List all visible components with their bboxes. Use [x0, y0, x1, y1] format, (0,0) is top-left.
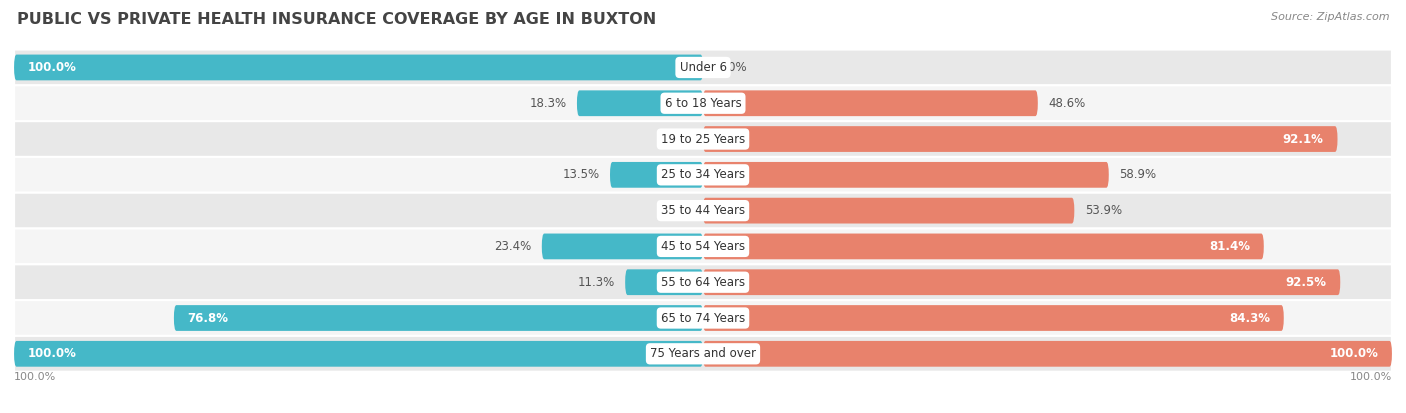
- Text: Source: ZipAtlas.com: Source: ZipAtlas.com: [1271, 12, 1389, 22]
- FancyBboxPatch shape: [14, 85, 1392, 121]
- Text: 100.0%: 100.0%: [1329, 347, 1378, 360]
- FancyBboxPatch shape: [14, 341, 703, 367]
- Text: 53.9%: 53.9%: [1084, 204, 1122, 217]
- FancyBboxPatch shape: [703, 126, 1337, 152]
- Text: 19 to 25 Years: 19 to 25 Years: [661, 133, 745, 145]
- Text: 13.5%: 13.5%: [562, 169, 599, 181]
- Text: 45 to 54 Years: 45 to 54 Years: [661, 240, 745, 253]
- Text: 76.8%: 76.8%: [187, 311, 229, 325]
- FancyBboxPatch shape: [703, 305, 1284, 331]
- Text: 0.0%: 0.0%: [659, 204, 689, 217]
- Text: PUBLIC VS PRIVATE HEALTH INSURANCE COVERAGE BY AGE IN BUXTON: PUBLIC VS PRIVATE HEALTH INSURANCE COVER…: [17, 12, 657, 27]
- FancyBboxPatch shape: [703, 90, 1038, 116]
- Text: 100.0%: 100.0%: [14, 373, 56, 382]
- Text: 100.0%: 100.0%: [1350, 373, 1392, 382]
- FancyBboxPatch shape: [576, 90, 703, 116]
- FancyBboxPatch shape: [14, 121, 1392, 157]
- Text: 58.9%: 58.9%: [1119, 169, 1156, 181]
- FancyBboxPatch shape: [703, 341, 1392, 367]
- Text: 25 to 34 Years: 25 to 34 Years: [661, 169, 745, 181]
- FancyBboxPatch shape: [14, 193, 1392, 228]
- Text: 35 to 44 Years: 35 to 44 Years: [661, 204, 745, 217]
- Text: 92.1%: 92.1%: [1282, 133, 1323, 145]
- Text: 75 Years and over: 75 Years and over: [650, 347, 756, 360]
- FancyBboxPatch shape: [14, 336, 1392, 372]
- FancyBboxPatch shape: [174, 305, 703, 331]
- Text: 11.3%: 11.3%: [578, 276, 614, 289]
- Text: 100.0%: 100.0%: [28, 347, 77, 360]
- Text: 92.5%: 92.5%: [1285, 276, 1326, 289]
- Text: 65 to 74 Years: 65 to 74 Years: [661, 311, 745, 325]
- FancyBboxPatch shape: [703, 269, 1340, 295]
- Text: Under 6: Under 6: [679, 61, 727, 74]
- Text: 23.4%: 23.4%: [494, 240, 531, 253]
- FancyBboxPatch shape: [626, 269, 703, 295]
- FancyBboxPatch shape: [14, 228, 1392, 264]
- FancyBboxPatch shape: [14, 264, 1392, 300]
- Text: 0.0%: 0.0%: [717, 61, 747, 74]
- FancyBboxPatch shape: [14, 55, 703, 81]
- Text: 100.0%: 100.0%: [28, 61, 77, 74]
- FancyBboxPatch shape: [14, 157, 1392, 193]
- FancyBboxPatch shape: [14, 300, 1392, 336]
- Text: 81.4%: 81.4%: [1209, 240, 1250, 253]
- Text: 84.3%: 84.3%: [1229, 311, 1270, 325]
- FancyBboxPatch shape: [703, 162, 1109, 188]
- Text: 18.3%: 18.3%: [530, 97, 567, 110]
- FancyBboxPatch shape: [703, 233, 1264, 259]
- FancyBboxPatch shape: [703, 198, 1074, 223]
- FancyBboxPatch shape: [541, 233, 703, 259]
- Text: 6 to 18 Years: 6 to 18 Years: [665, 97, 741, 110]
- Text: 48.6%: 48.6%: [1047, 97, 1085, 110]
- Text: 0.0%: 0.0%: [659, 133, 689, 145]
- FancyBboxPatch shape: [610, 162, 703, 188]
- FancyBboxPatch shape: [14, 50, 1392, 85]
- Text: 55 to 64 Years: 55 to 64 Years: [661, 276, 745, 289]
